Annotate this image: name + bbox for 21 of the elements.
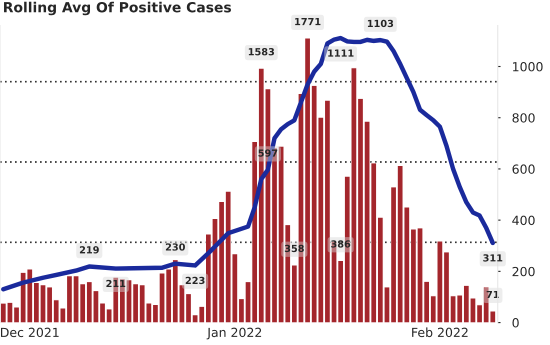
y2-tick-label: 1000 xyxy=(513,62,543,72)
data-label: 223 xyxy=(186,276,205,284)
y2-tick-label: 800 xyxy=(512,113,535,123)
y2-tick-label: 0 xyxy=(512,318,519,328)
data-label: 311 xyxy=(483,254,502,262)
y2-tick-label: 200 xyxy=(512,266,535,276)
y2-tick-label: 600 xyxy=(512,164,535,174)
x-tick-label: Jan 2022 xyxy=(206,328,262,340)
data-label: 1103 xyxy=(368,20,394,28)
data-label: 211 xyxy=(106,280,126,288)
data-label: 1771 xyxy=(295,18,320,26)
data-label: 1583 xyxy=(248,48,274,56)
data-label: 1111 xyxy=(328,49,354,57)
y2-tick-label: 400 xyxy=(512,216,535,226)
chart-title: Rolling Avg Of Positive Cases xyxy=(4,2,232,16)
data-label: 219 xyxy=(80,246,99,254)
x-tick-label: Dec 2021 xyxy=(1,328,59,338)
x-tick-label: Feb 2022 xyxy=(412,327,468,338)
data-label: 358 xyxy=(284,244,304,252)
data-label: 230 xyxy=(166,243,185,251)
data-label: 386 xyxy=(331,240,350,248)
